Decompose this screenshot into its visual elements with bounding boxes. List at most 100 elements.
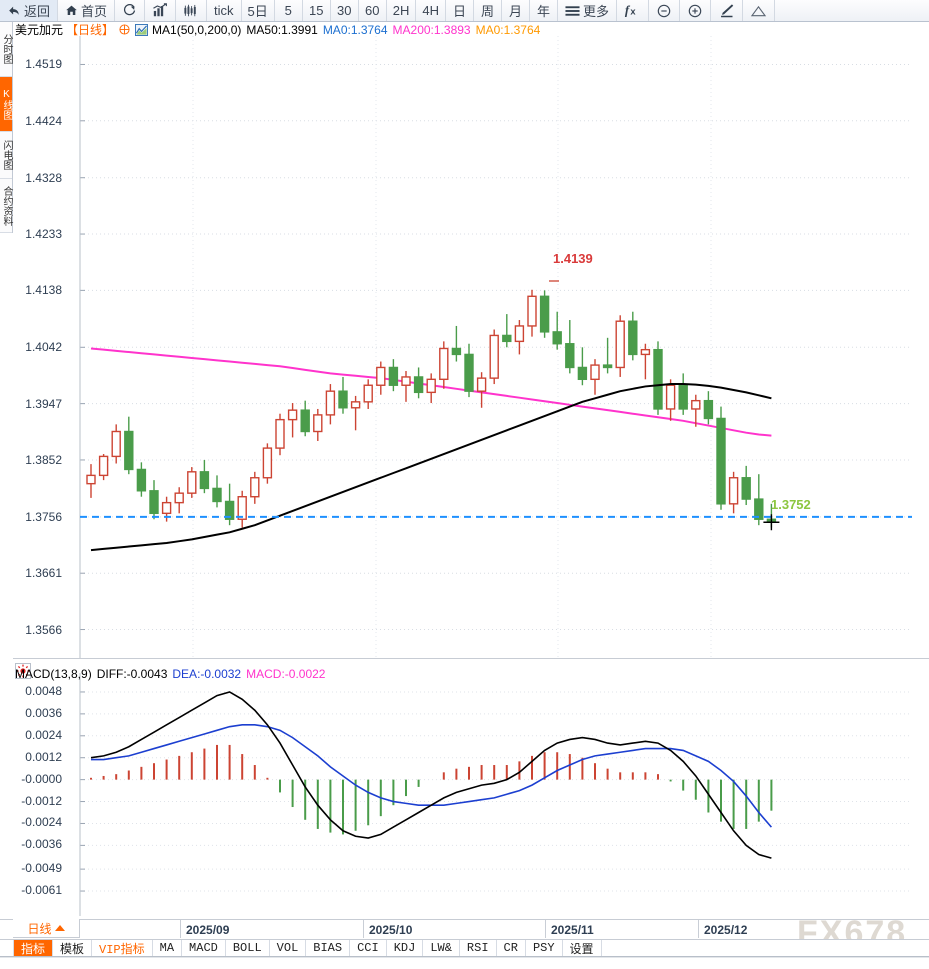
- indicator-tab-lwr-label: LW&: [430, 941, 452, 955]
- indicator-tab-moban[interactable]: 模板: [53, 940, 93, 956]
- rail-lightning[interactable]: 闪电图: [0, 132, 12, 179]
- macd-y-label: -0.0061: [21, 883, 62, 898]
- price-chart-canvas[interactable]: [13, 22, 929, 658]
- indicator-tab-moban-label: 模板: [60, 941, 85, 956]
- indicator-tab-psy[interactable]: PSY: [526, 940, 563, 956]
- candle-body: [502, 334, 512, 343]
- timeframe-tick[interactable]: tick: [207, 0, 242, 21]
- indicator-tab-bar: 指标 模板 VIP指标 MA MACD BOLL VOL BIAS CCI KDJ LW& RSI CR…: [0, 939, 929, 957]
- rail-contract[interactable]: 合约资料: [0, 179, 12, 233]
- indicator-tab-rsi[interactable]: RSI: [460, 940, 497, 956]
- indicator-tab-bias[interactable]: BIAS: [306, 940, 351, 956]
- rail-kline[interactable]: K线图: [0, 77, 12, 132]
- indicator-tab-lwr[interactable]: LW&: [423, 940, 460, 956]
- candle-body: [703, 399, 714, 420]
- refresh-icon: [122, 3, 137, 18]
- candlestick: [489, 329, 499, 385]
- price-y-label: 1.3756: [25, 509, 62, 524]
- top-toolbar: 返回 首页 tick 5日 5 15 30 60 2H 4H 日周月年 更多 f x: [0, 0, 929, 22]
- zoom-in-button[interactable]: [680, 0, 712, 21]
- timeframe-year[interactable]: 年: [530, 0, 559, 21]
- shape-button[interactable]: [743, 0, 776, 21]
- price-y-label: 1.4138: [25, 283, 62, 298]
- macd-dea: DEA:-0.0032: [172, 667, 242, 681]
- draw-button[interactable]: [711, 0, 744, 21]
- refresh-button[interactable]: [115, 0, 146, 21]
- sun-settings-icon[interactable]: [15, 663, 31, 679]
- candle-body: [464, 353, 474, 392]
- indicator-tab-boll[interactable]: BOLL: [226, 940, 270, 956]
- timeframe-month-label: 月: [509, 4, 523, 19]
- candlestick: [124, 416, 134, 475]
- candle-body: [275, 418, 285, 449]
- candlestick: [502, 314, 512, 348]
- candle-body: [741, 477, 751, 500]
- sync-circle-icon[interactable]: [119, 24, 130, 38]
- home-button[interactable]: 首页: [58, 0, 116, 21]
- timeframe-5d-label: 5日: [247, 4, 268, 19]
- triangle-up-icon: [54, 925, 65, 931]
- indicator-tab-vip[interactable]: VIP指标: [92, 940, 153, 957]
- candlestick: [552, 311, 562, 350]
- hamburger-icon: [565, 5, 580, 17]
- timeframe-month[interactable]: 月: [502, 0, 531, 21]
- date-axis-separator: [545, 920, 546, 938]
- timeframe-30[interactable]: 30: [331, 0, 359, 21]
- timeframe-15-label: 15: [309, 3, 324, 18]
- svg-text:x: x: [630, 7, 636, 17]
- timeframe-day[interactable]: 日: [446, 0, 475, 21]
- timeframe-2h[interactable]: 2H: [387, 0, 417, 21]
- candle-body: [86, 474, 96, 485]
- macd-canvas[interactable]: [13, 659, 929, 917]
- macd-y-label: 0.0012: [25, 749, 62, 764]
- timeframe-4h[interactable]: 4H: [416, 0, 447, 21]
- candlestick: [451, 325, 462, 362]
- mini-chart-icon[interactable]: [135, 24, 148, 39]
- price-y-label: 1.3661: [25, 566, 62, 581]
- candlestick: [590, 359, 600, 395]
- macd-panel[interactable]: MACD(13,8,9) DIFF:-0.0043 DEA:-0.0032 MACD:…: [13, 658, 929, 916]
- ma-formula: MA1(50,0,200,0): [152, 23, 242, 37]
- date-axis-label: 2025/11: [551, 923, 594, 937]
- macd-y-label: -0.0036: [21, 837, 62, 852]
- indicator-tab-cci[interactable]: CCI: [350, 940, 387, 956]
- candlestick: [426, 373, 436, 404]
- price-y-label: 1.3852: [25, 452, 62, 467]
- zoom-out-button[interactable]: [649, 0, 681, 21]
- candlestick: [539, 290, 550, 338]
- indicator-tab-zhibiao[interactable]: 指标: [14, 940, 54, 956]
- more-button[interactable]: 更多: [558, 0, 618, 21]
- macd-macd: MACD:-0.0022: [246, 667, 326, 681]
- candle-body: [602, 364, 613, 369]
- candlestick: [703, 391, 714, 425]
- indicator-button[interactable]: [176, 0, 208, 21]
- indicator-tab-psy-label: PSY: [532, 941, 555, 955]
- price-chart-panel[interactable]: 美元加元 【日线】 MA1(50,0,200,0) MA50:1.3991 MA0:1.…: [13, 22, 929, 658]
- timeframe-week[interactable]: 周: [474, 0, 503, 21]
- chart-type-button[interactable]: [145, 0, 177, 21]
- candle-body: [728, 477, 739, 505]
- timeframe-5[interactable]: 5: [275, 0, 303, 21]
- indicator-tab-settings[interactable]: 设置: [563, 940, 602, 956]
- symbol-period: 【日线】: [66, 23, 115, 37]
- candlestick: [136, 462, 147, 497]
- price-y-label: 1.4233: [25, 227, 62, 242]
- horizontal-scrollbar[interactable]: [0, 957, 929, 969]
- timeframe-15[interactable]: 15: [303, 0, 331, 21]
- timeframe-indicator-button[interactable]: 日线: [13, 919, 80, 938]
- indicator-tab-cr[interactable]: CR: [497, 940, 526, 956]
- price-y-label: 1.4042: [25, 340, 62, 355]
- candlestick: [262, 443, 273, 484]
- candle-body: [590, 364, 600, 381]
- rail-timeshare[interactable]: 分时图: [0, 22, 12, 77]
- timeframe-5d[interactable]: 5日: [242, 0, 275, 21]
- date-axis-label: 2025/09: [186, 923, 230, 937]
- timeframe-60[interactable]: 60: [359, 0, 387, 21]
- indicator-tab-vol[interactable]: VOL: [270, 940, 307, 956]
- home-button-label: 首页: [81, 4, 108, 19]
- back-button[interactable]: 返回: [0, 0, 59, 21]
- indicator-tab-macd[interactable]: MACD: [182, 940, 226, 956]
- indicator-tab-kdj[interactable]: KDJ: [387, 940, 424, 956]
- indicator-tab-ma[interactable]: MA: [153, 940, 183, 956]
